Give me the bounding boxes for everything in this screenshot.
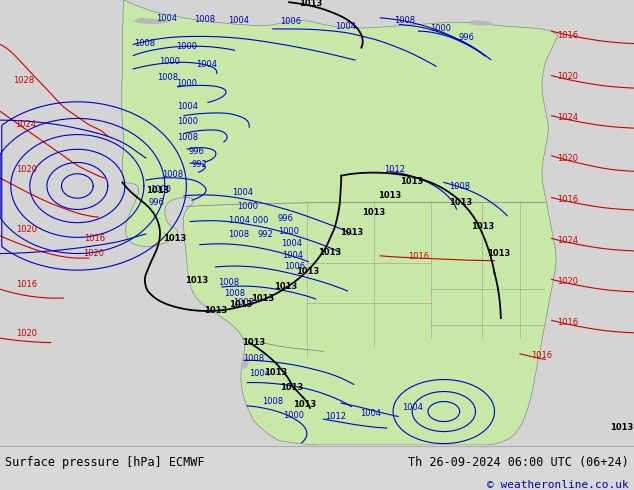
Text: 996: 996 [458,33,474,42]
Text: 1013: 1013 [610,422,633,432]
Text: 1013: 1013 [204,306,227,315]
Text: 1008: 1008 [243,354,264,363]
Text: 1004: 1004 [231,188,253,197]
Text: 1013: 1013 [163,234,186,243]
Text: 1012: 1012 [384,166,405,174]
Text: 1004: 1004 [359,409,381,418]
Text: 996: 996 [188,147,205,156]
Text: 1004: 1004 [228,16,249,25]
Text: © weatheronline.co.uk: © weatheronline.co.uk [487,480,629,490]
Text: 1020: 1020 [557,277,578,286]
Text: 1000: 1000 [159,57,181,66]
Text: 1013: 1013 [299,0,322,8]
Text: 1024: 1024 [557,113,578,122]
Text: 1008: 1008 [394,16,416,24]
Text: 1013: 1013 [472,222,495,231]
Text: 1013: 1013 [185,276,208,285]
Text: 1013: 1013 [252,294,275,303]
Polygon shape [0,0,634,445]
Text: 1013: 1013 [401,176,424,186]
Text: 1013: 1013 [264,368,287,377]
Polygon shape [469,20,495,26]
Text: 1016: 1016 [408,252,429,261]
Text: 1006: 1006 [280,17,302,26]
Text: 1000: 1000 [283,411,304,420]
Text: 1006: 1006 [284,263,306,271]
Text: 1016: 1016 [557,31,578,40]
Text: 1004: 1004 [177,102,198,111]
Text: 1008: 1008 [228,230,249,240]
Polygon shape [241,356,249,369]
Text: 1013: 1013 [242,338,265,347]
Text: 1008: 1008 [224,289,245,298]
Text: 1004 000: 1004 000 [229,216,268,225]
Text: 1016: 1016 [16,280,37,289]
Text: 1016: 1016 [557,318,578,327]
Text: 1000: 1000 [237,202,259,211]
Text: 1020: 1020 [83,249,105,258]
Text: 1004: 1004 [155,14,177,23]
Text: 1013: 1013 [340,228,363,237]
Text: 1013: 1013 [280,384,303,392]
Text: 1013: 1013 [449,198,472,207]
Text: 1028: 1028 [13,75,35,85]
Text: 1008: 1008 [177,133,198,143]
Text: 1008: 1008 [194,15,216,24]
Text: 1004: 1004 [196,60,217,69]
Text: 1013: 1013 [146,186,169,196]
Text: 1016: 1016 [531,351,553,361]
Text: 1013: 1013 [230,300,252,309]
Text: 1020: 1020 [16,165,37,173]
Text: 1020: 1020 [557,154,578,163]
Text: 1004: 1004 [282,251,304,260]
Text: 1004: 1004 [281,239,302,248]
Text: 1012: 1012 [325,412,347,421]
Text: 1020: 1020 [16,329,37,338]
Text: 1008: 1008 [134,39,155,48]
Polygon shape [133,18,171,24]
Text: 1024: 1024 [557,236,578,245]
Text: 1008: 1008 [157,73,178,82]
Text: 1013: 1013 [274,282,297,292]
Text: 1013: 1013 [318,248,341,257]
Text: Surface pressure [hPa] ECMWF: Surface pressure [hPa] ECMWF [5,456,205,468]
Text: 1004: 1004 [401,403,423,412]
Text: 1024: 1024 [15,120,36,129]
Text: 1008: 1008 [449,182,470,192]
Text: 1004: 1004 [249,369,271,378]
Text: 1008: 1008 [162,170,183,179]
Text: Th 26-09-2024 06:00 UTC (06+24): Th 26-09-2024 06:00 UTC (06+24) [408,456,629,468]
Text: 1013: 1013 [296,267,319,276]
Text: 1000: 1000 [150,185,172,194]
Text: 1013: 1013 [363,208,385,217]
Text: 992: 992 [258,229,273,239]
Text: 1020: 1020 [16,224,37,234]
Text: 996: 996 [277,214,294,222]
Text: 996: 996 [148,198,164,207]
Text: 1013: 1013 [293,400,316,409]
Text: 1000: 1000 [176,42,198,51]
Text: 1013: 1013 [378,191,401,200]
Text: 1013: 1013 [488,249,510,258]
Text: 1000: 1000 [430,24,451,32]
Text: 992: 992 [192,160,207,169]
Text: 1008: 1008 [262,397,283,406]
Text: 1000: 1000 [176,79,198,88]
Text: 1008: 1008 [233,298,255,307]
Text: 1016: 1016 [557,195,578,204]
Text: 1008: 1008 [217,278,239,287]
Polygon shape [122,0,558,445]
Text: 1016: 1016 [84,234,106,243]
Text: 1020: 1020 [557,72,578,81]
Text: 1000: 1000 [177,118,198,126]
Text: 1004: 1004 [335,22,356,31]
Text: 1000: 1000 [278,227,299,236]
